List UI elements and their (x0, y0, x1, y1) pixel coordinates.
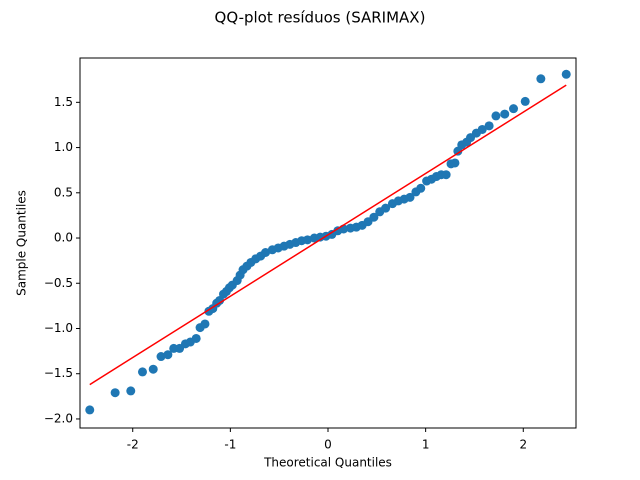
point (137, 367, 147, 377)
y-tick-label: −1.0 (44, 321, 73, 335)
point (381, 203, 391, 213)
point (500, 109, 510, 119)
x-tick-label: 1 (422, 438, 430, 452)
x-tick-label: 0 (324, 438, 332, 452)
point (405, 192, 415, 202)
point (520, 96, 530, 106)
point (509, 104, 519, 114)
point (416, 183, 426, 193)
point (441, 170, 451, 180)
chart-title: QQ-plot resíduos (SARIMAX) (215, 9, 426, 27)
y-tick-label: 1.5 (54, 95, 73, 109)
point (369, 212, 379, 222)
plot-frame (79, 57, 577, 429)
x-axis-label: Theoretical Quantiles (263, 456, 392, 470)
x-tick-label: -2 (127, 438, 139, 452)
point (110, 388, 120, 398)
point (302, 235, 312, 245)
point (450, 158, 460, 168)
point (561, 69, 571, 79)
y-tick-label: 0.5 (54, 185, 73, 199)
point (163, 350, 173, 360)
point (536, 74, 546, 84)
y-tick-label: 0.0 (54, 231, 73, 245)
y-axis-label: Sample Quantiles (15, 190, 29, 296)
y-tick-label: 1.0 (54, 140, 73, 154)
point (261, 247, 271, 257)
point (126, 386, 136, 396)
point (191, 333, 201, 343)
reference-line (89, 84, 567, 386)
point (156, 352, 166, 362)
point (484, 121, 494, 131)
point (148, 364, 158, 374)
y-tick-label: −2.0 (44, 411, 73, 425)
point (491, 111, 501, 121)
y-tick-label: −0.5 (44, 276, 73, 290)
point (200, 319, 210, 329)
y-tick-label: −1.5 (44, 366, 73, 380)
x-tick-label: 2 (519, 438, 527, 452)
point (477, 124, 487, 134)
x-tick-label: -1 (224, 438, 236, 452)
point (85, 405, 95, 415)
